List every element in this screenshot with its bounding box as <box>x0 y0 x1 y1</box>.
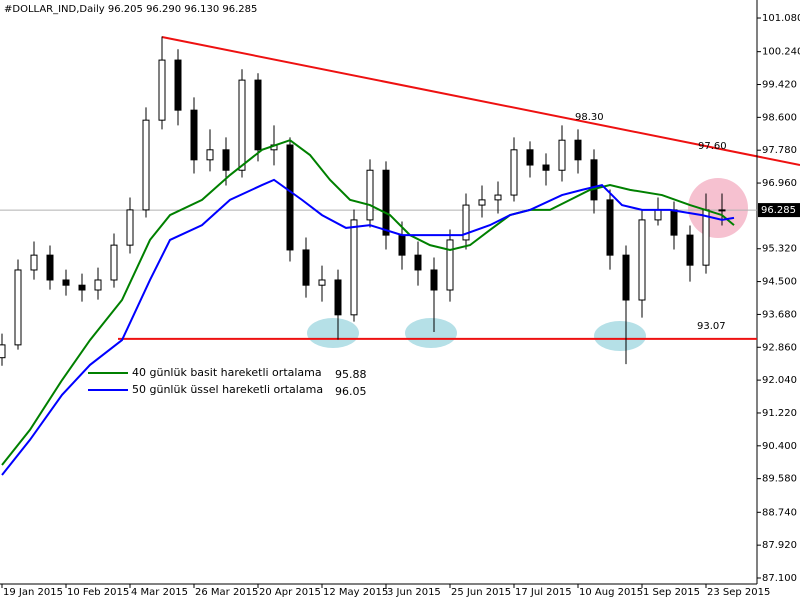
candle-body <box>318 279 326 286</box>
candle-body <box>14 269 22 346</box>
candle-body <box>126 209 134 246</box>
candle-body <box>622 254 630 301</box>
y-tick-label: 93.680 <box>762 309 797 320</box>
candle-body <box>30 254 38 271</box>
candle-body <box>238 79 246 171</box>
y-tick-label: 98.600 <box>762 112 797 123</box>
candle-body <box>558 139 566 171</box>
y-tick-label: 91.220 <box>762 408 797 419</box>
chart-title: #DOLLAR_IND,Daily 96.205 96.290 96.130 9… <box>4 4 257 15</box>
candle-body <box>78 284 86 291</box>
x-tick-label: 17 Jul 2015 <box>515 587 572 598</box>
y-tick-label: 89.580 <box>762 474 797 485</box>
current-price-label: 96.285 <box>761 205 796 216</box>
x-tick-label: 10 Feb 2015 <box>67 587 129 598</box>
x-tick-label: 1 Sep 2015 <box>643 587 700 598</box>
candle-body <box>206 149 214 161</box>
y-tick-label: 101.080 <box>762 13 800 24</box>
resistance-line <box>161 36 800 166</box>
touch-ellipse <box>405 318 457 348</box>
candle-body <box>302 249 310 286</box>
touch-ellipse <box>307 318 359 348</box>
candle-body <box>526 149 534 166</box>
candle-body <box>718 209 726 212</box>
candle-body <box>494 194 502 201</box>
candle-body <box>334 279 342 316</box>
candle-body <box>222 149 230 171</box>
candle-body <box>286 144 294 251</box>
y-tick-label: 90.400 <box>762 441 797 452</box>
candle-body <box>462 204 470 241</box>
legend-value: 96.05 <box>335 385 367 398</box>
candle-body <box>398 234 406 256</box>
candle-body <box>478 199 486 206</box>
y-tick-label: 100.240 <box>762 47 800 58</box>
current-price-box <box>758 203 800 218</box>
annotation: 97.60 <box>698 141 727 152</box>
touch-ellipse <box>594 321 646 351</box>
candle-body <box>670 209 678 236</box>
legend-label: 40 günlük basit hareketli ortalama <box>132 366 322 379</box>
x-tick-label: 12 May 2015 <box>323 587 388 598</box>
y-tick-label: 87.920 <box>762 540 797 551</box>
y-tick-label: 96.960 <box>762 178 797 189</box>
candle-body <box>46 254 54 281</box>
y-tick-label: 94.500 <box>762 277 797 288</box>
legend-value: 95.88 <box>335 368 367 381</box>
candle-body <box>174 59 182 111</box>
candle-body <box>654 209 662 221</box>
x-tick-label: 19 Jan 2015 <box>3 587 63 598</box>
candle-body <box>158 59 166 121</box>
candle-body <box>142 119 150 211</box>
candle-body <box>606 199 614 256</box>
candle-body <box>414 254 422 271</box>
candle-body <box>702 209 710 266</box>
x-tick-label: 23 Sep 2015 <box>707 587 770 598</box>
x-tick-label: 10 Aug 2015 <box>579 587 643 598</box>
x-tick-label: 26 Mar 2015 <box>195 587 258 598</box>
y-tick-label: 99.420 <box>762 80 797 91</box>
candle-body <box>686 234 694 266</box>
candle-body <box>62 279 70 286</box>
annotation: 98.30 <box>575 112 604 123</box>
x-tick-label: 4 Mar 2015 <box>131 587 188 598</box>
candle-body <box>638 219 646 301</box>
candle-body <box>190 109 198 161</box>
y-tick-label: 97.780 <box>762 145 797 156</box>
candle-body <box>254 79 262 151</box>
candle-body <box>590 159 598 201</box>
candle-body <box>366 169 374 221</box>
candle-body <box>510 149 518 196</box>
candle-body <box>110 244 118 281</box>
y-tick-label: 95.320 <box>762 244 797 255</box>
legend-label: 50 günlük üssel hareketli ortalama <box>132 383 323 396</box>
y-tick-label: 88.740 <box>762 507 797 518</box>
y-tick-label: 92.860 <box>762 342 797 353</box>
ma-line <box>1 139 735 466</box>
candle-body <box>0 344 6 359</box>
candle-body <box>430 269 438 291</box>
candle-body <box>382 169 390 236</box>
y-tick-label: 92.040 <box>762 375 797 386</box>
candle-body <box>350 219 358 316</box>
x-tick-label: 25 Jun 2015 <box>451 587 511 598</box>
candle-body <box>542 164 550 171</box>
x-tick-label: 3 Jun 2015 <box>387 587 441 598</box>
candle-body <box>574 139 582 161</box>
y-tick-label: 87.100 <box>762 573 797 584</box>
candle-body <box>94 279 102 291</box>
ma-line <box>1 178 735 476</box>
candle-body <box>446 239 454 291</box>
support-label: 93.07 <box>697 321 726 332</box>
x-tick-label: 20 Apr 2015 <box>259 587 321 598</box>
